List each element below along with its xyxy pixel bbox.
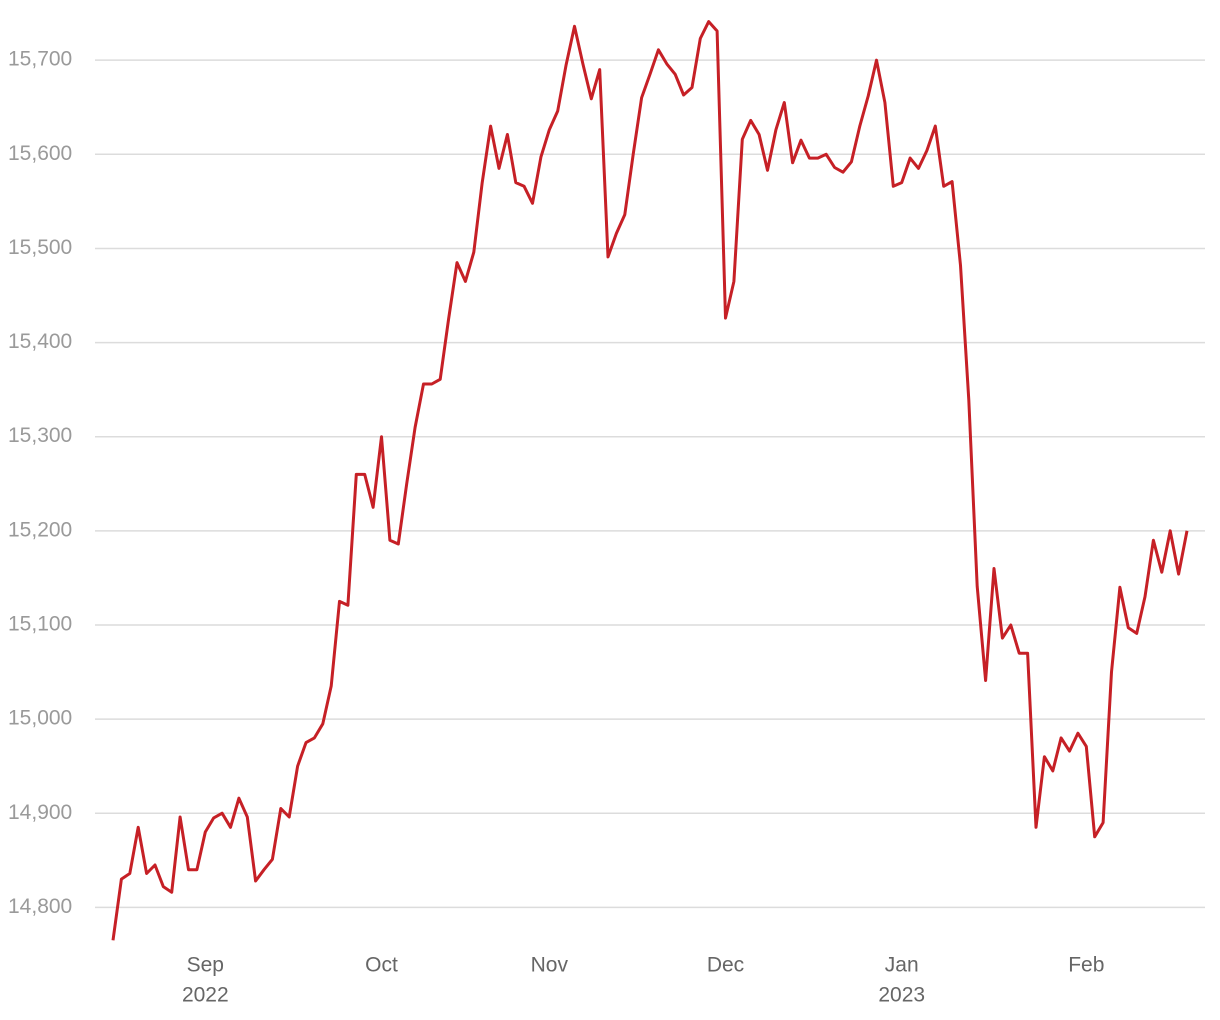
y-tick-label: 15,000 — [8, 707, 72, 730]
y-tick-label: 14,800 — [8, 895, 72, 918]
y-tick-label: 15,400 — [8, 330, 72, 353]
y-tick-label: 15,300 — [8, 424, 72, 447]
x-tick-label: Nov — [531, 954, 569, 977]
y-tick-label: 15,100 — [8, 613, 72, 636]
line — [111, 20, 1189, 941]
y-tick-label: 15,500 — [8, 236, 72, 259]
y-tick-label: 15,200 — [8, 518, 72, 541]
x-year-label: 2022 — [182, 984, 229, 1007]
x-tick-label: Sep — [187, 954, 224, 977]
x-tick-label: Feb — [1068, 954, 1104, 977]
y-tick-label: 15,600 — [8, 142, 72, 165]
x-tick-label: Dec — [707, 954, 744, 977]
x-tick-label: Jan — [885, 954, 919, 977]
y-tick-label: 14,900 — [8, 801, 72, 824]
x-tick-label: Oct — [365, 954, 398, 977]
x-year-label: 2023 — [878, 984, 925, 1007]
y-tick-label: 15,700 — [8, 48, 72, 71]
